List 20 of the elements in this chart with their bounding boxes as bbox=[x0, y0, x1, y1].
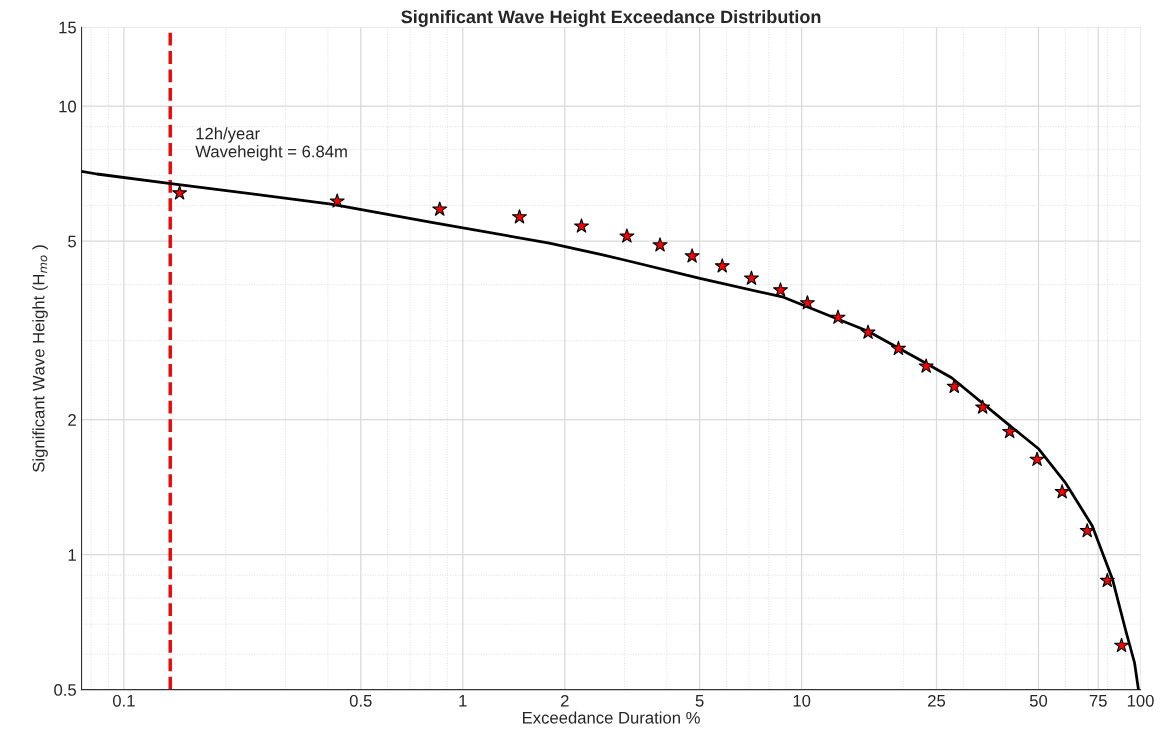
x-tick-label: 5 bbox=[695, 695, 704, 707]
y-tick-label: 1 bbox=[68, 549, 76, 561]
x-tick-label: 10 bbox=[793, 694, 811, 707]
y-tick-label: 15 bbox=[59, 21, 76, 34]
x-tick-label: 50 bbox=[1029, 694, 1048, 707]
y-tick-label: 0.5 bbox=[54, 684, 76, 696]
x-tick-label: 25 bbox=[928, 694, 946, 707]
y-axis-title: Significant Wave Height (H$_{mo}$ ) bbox=[32, 245, 48, 472]
x-tick-label: 0.1 bbox=[112, 694, 135, 707]
chart-title: Significant Wave Height Exceedance Distribution bbox=[401, 9, 821, 27]
y-tick-label: 10 bbox=[59, 100, 77, 113]
x-tick-label: 2 bbox=[560, 694, 569, 707]
x-tick-label: 100 bbox=[1127, 694, 1154, 707]
x-tick-label: 0.5 bbox=[349, 694, 372, 707]
annotation: 12h/year Waveheight = 6.84m bbox=[195, 127, 347, 161]
y-tick-label: 2 bbox=[68, 414, 76, 426]
x-tick-label: 75 bbox=[1089, 695, 1107, 707]
x-tick-label: 1 bbox=[459, 695, 467, 707]
x-axis-title: Exceedance Duration % bbox=[523, 711, 700, 724]
y-tick-label: 5 bbox=[68, 235, 76, 248]
